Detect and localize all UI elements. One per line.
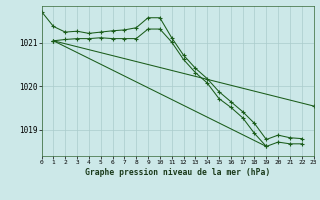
X-axis label: Graphe pression niveau de la mer (hPa): Graphe pression niveau de la mer (hPa) bbox=[85, 168, 270, 177]
